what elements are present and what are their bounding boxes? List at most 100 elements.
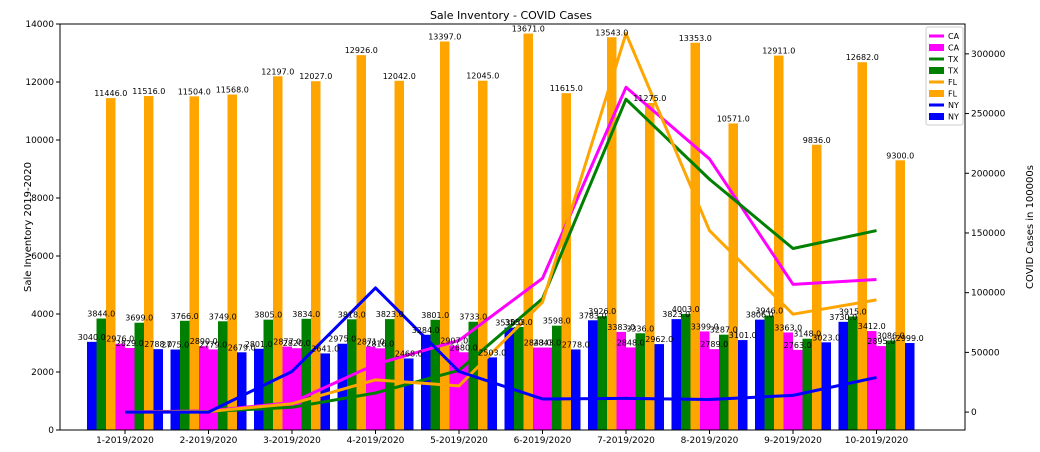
bar-ny-7 [654,344,664,430]
bar-label-fl-9: 9836.0 [803,136,831,145]
bar-label-tx-4: 3818.0 [338,310,366,319]
bar-label-fl-7: 11275.0 [633,94,666,103]
bar-ny-2 [237,352,247,430]
bar-ca-3 [292,348,302,430]
bar-label-fl-3: 12197.0 [261,67,294,76]
legend-bar-swatch [929,67,944,74]
x-tick-label: 7-2019/2020 [597,436,655,446]
bar-tx-6 [514,326,524,430]
legend-box [925,26,964,126]
legend-label: TX [947,67,959,76]
bar-ny-4 [337,343,347,430]
bar-ca-7 [626,347,636,430]
bar-label-ca-7: 2848.0 [617,338,645,347]
x-tick-label: 2-2019/2020 [180,436,238,446]
bar-label-ca-10: 3412.0 [858,322,886,331]
x-tick-label: 3-2019/2020 [263,436,321,446]
legend: CA CA TX TX FL FL NY NY [925,26,964,126]
bar-label-tx-2: 3766.0 [171,312,199,321]
bar-tx-7 [635,333,645,430]
bar-label-ny-1: 3040.0 [78,333,106,342]
bar-label-ny-3: 2641.0 [311,344,339,353]
bar-ca-8 [700,331,710,430]
bar-label-fl-1: 11516.0 [132,87,165,96]
bar-label-fl-6: 13671.0 [512,25,545,34]
bar-label-fl-10: 9300.0 [886,151,914,160]
bar-label-fl-8: 10571.0 [717,114,750,123]
bar-label-ca-3: 2820.0 [283,339,311,348]
y2-tick-label: 50000 [971,348,1000,358]
bar-ny-8 [738,340,748,430]
bar-label-ny-8: 3101.0 [729,331,757,340]
bar-tx-8 [681,313,691,430]
bar-ca-9 [793,349,803,430]
y-tick-label: 4000 [31,310,54,320]
bar-label-ca-10: 2895.0 [867,337,895,346]
bar-ny-5 [487,357,497,430]
x-tick-label: 1-2019/2020 [96,436,154,446]
bar-label-ny-5: 2503.0 [478,348,506,357]
x-tick-label: 5-2019/2020 [430,436,488,446]
y-tick-label: 6000 [31,252,54,262]
bar-label-ca-5: 2907.0 [440,337,468,346]
bar-fl-9 [774,55,784,430]
bar-fl-10 [857,62,867,430]
bar-label-ca-4: 2816.0 [366,339,394,348]
bar-label-fl-5: 12045.0 [466,72,499,81]
bar-fl-2 [189,96,199,430]
bar-ca-2 [199,346,209,430]
bar-label-fl-8: 13353.0 [679,34,712,43]
bar-label-ny-8: 3823.0 [662,310,690,319]
bar-ca-10 [867,331,877,430]
x-tick-label: 6-2019/2020 [514,436,572,446]
bar-label-ny-9: 3023.0 [812,333,840,342]
bar-label-ny-7: 2962.0 [645,335,673,344]
y-axis-label: Sale Inventory 2019-2020 [23,162,34,292]
bar-ca-7 [616,331,626,430]
legend-label: CA [948,32,960,41]
bar-tx-3 [263,319,273,430]
y-tick-label: 14000 [25,20,54,30]
x-axis: 1-2019/2020 2-2019/2020 3-2019/2020 4-2019/… [96,430,909,446]
bar-ny-8 [671,319,681,430]
bar-fl-7 [645,103,655,431]
bar-label-tx-4: 3823.0 [376,310,404,319]
x-tick-label: 9-2019/2020 [764,436,822,446]
bar-label-ny-1: 2788.0 [144,340,172,349]
y2-axis-label: COVID Cases in 100000s [1025,165,1036,289]
bar-fl-8 [690,42,700,430]
bar-label-ca-1: 2829.0 [116,339,144,348]
bar-label-ca-5: 2680.0 [450,343,478,352]
bars-layer [87,33,915,431]
bar-label-ca-1: 2976.0 [106,335,134,344]
left-axis: 0 2000 4000 6000 8000 10000 12000 14000 [25,20,60,436]
bar-label-tx-9: 3946.0 [755,307,783,316]
bar-ca-6 [533,347,543,430]
x-tick-label: 8-2019/2020 [681,436,739,446]
bar-ny-9 [821,342,831,430]
bar-label-ca-7: 3383.0 [607,323,635,332]
bar-ca-5 [459,352,469,430]
bar-ny-10 [905,343,915,430]
bar-ca-8 [709,349,719,430]
bar-ca-1 [115,343,125,430]
bar-label-ca-8: 3399.0 [691,322,719,331]
bar-label-ca-6: 2843.0 [533,339,561,348]
bar-label-fl-4: 12042.0 [383,72,416,81]
x-tick-label: 4-2019/2020 [347,436,405,446]
bar-label-ny-10: 3730.0 [829,313,857,322]
bar-label-ny-9: 3806.0 [746,311,774,320]
bar-label-tx-5: 3801.0 [421,311,449,320]
legend-label: TX [947,55,959,64]
y2-tick-label: 150000 [971,229,1006,239]
bar-label-tx-7: 3926.0 [588,307,616,316]
bar-label-ca-2: 2779.0 [199,340,227,349]
y-tick-label: 0 [48,426,54,436]
bar-tx-1 [96,318,106,430]
legend-bar-swatch [929,44,944,51]
lines-layer [124,32,877,414]
bar-label-ny-10: 2999.0 [896,334,924,343]
bar-label-ny-2: 2775.0 [161,341,189,350]
bar-fl-5 [440,41,450,431]
bar-label-tx-2: 3749.0 [209,312,237,321]
